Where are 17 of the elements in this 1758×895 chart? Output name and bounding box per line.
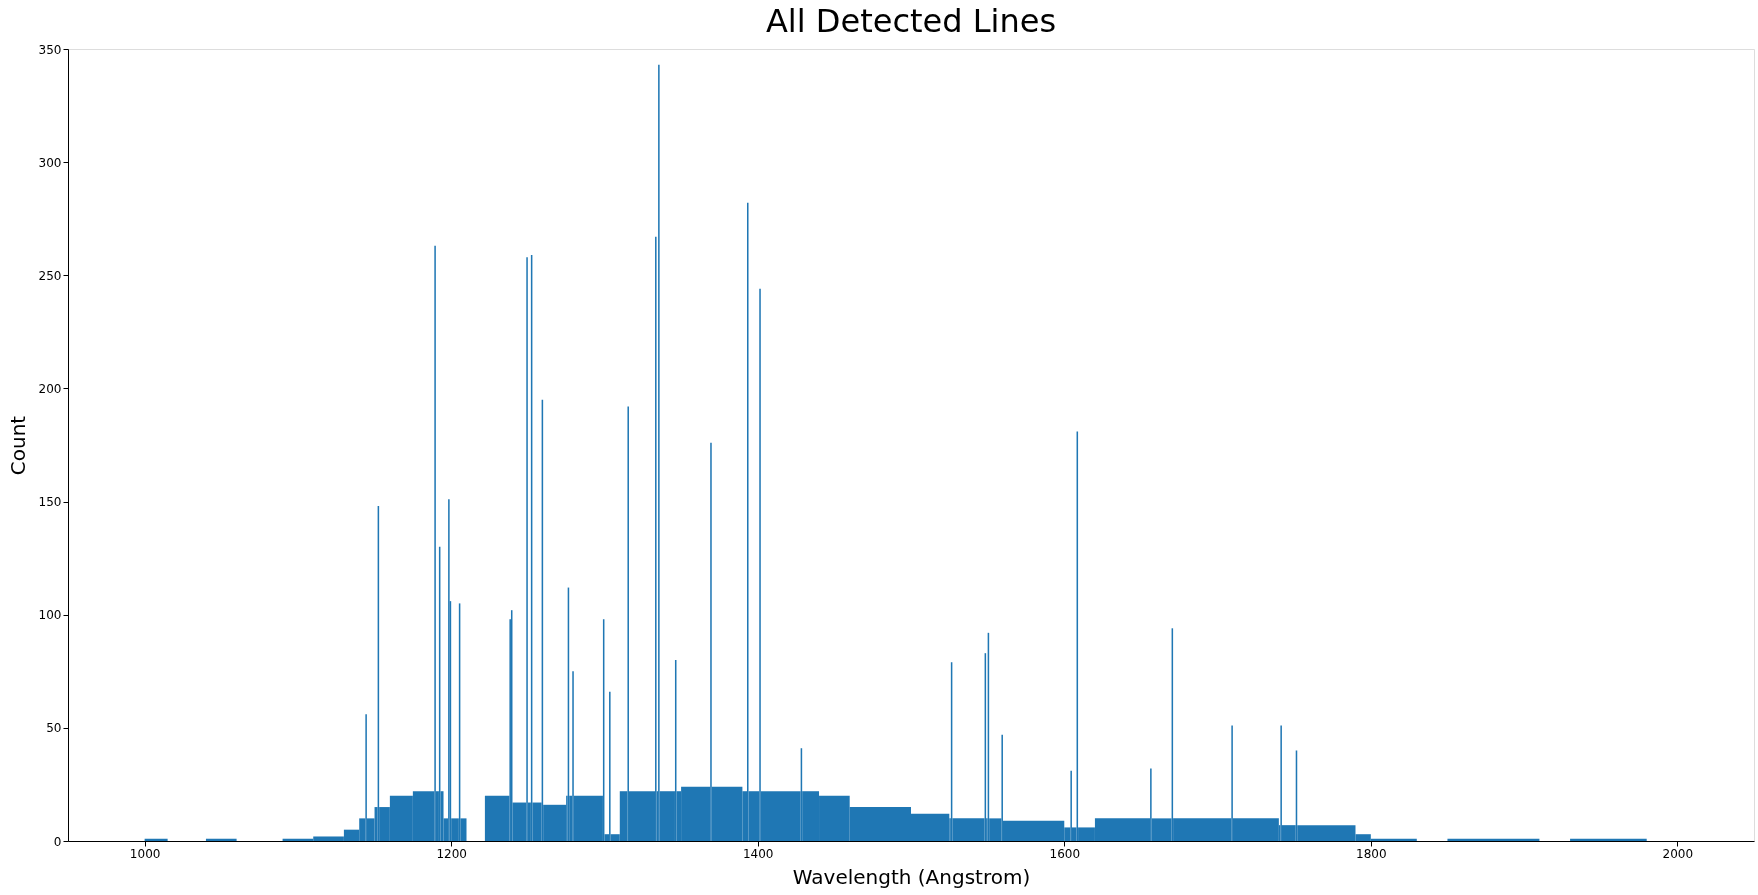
y-tick-label: 300 (38, 155, 62, 170)
x-tick-label: 1200 (436, 846, 467, 861)
y-axis-title: Count (5, 415, 30, 476)
y-tick-label: 50 (46, 721, 62, 736)
x-tick-label: 2000 (1662, 846, 1694, 861)
x-tick-label: 1400 (742, 846, 774, 861)
y-tick-label: 200 (38, 381, 62, 396)
y-tick-label: 350 (38, 42, 62, 57)
x-tick-label: 1600 (1049, 846, 1081, 861)
y-tick-label: 0 (53, 834, 62, 849)
chart-title: All Detected Lines (765, 2, 1057, 40)
y-tick-label: 100 (38, 608, 62, 623)
x-axis-title: Wavelength (Angstrom) (792, 864, 1031, 889)
x-tick-label: 1000 (129, 846, 161, 861)
x-tick-label: 1800 (1356, 846, 1387, 861)
y-tick-label: 250 (38, 268, 62, 283)
y-tick-label: 150 (38, 495, 62, 510)
